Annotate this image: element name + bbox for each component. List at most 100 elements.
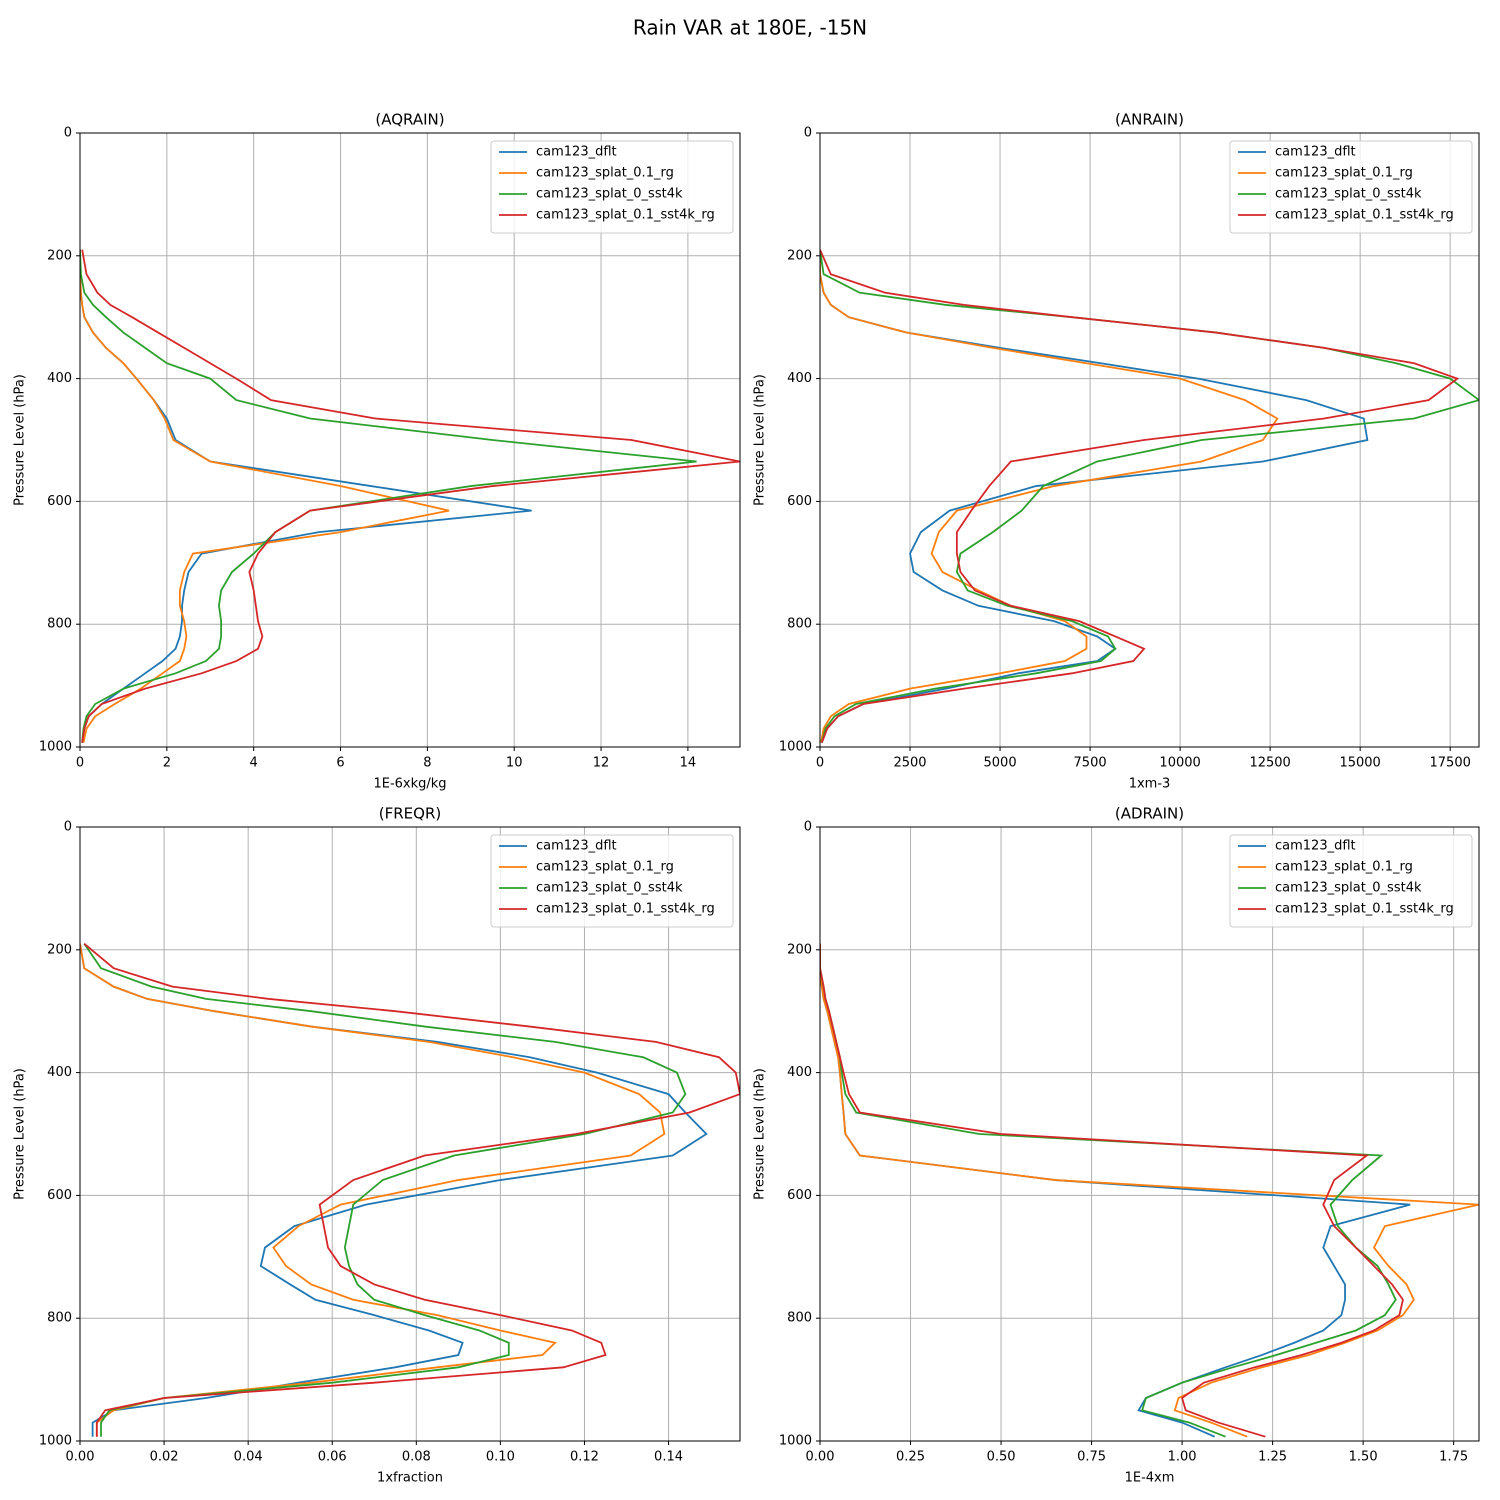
- x-axis-label: 1xfraction: [377, 1471, 443, 1486]
- y-axis-label: Pressure Level (hPa): [13, 1068, 28, 1200]
- x-tick-label: 0.04: [234, 1450, 263, 1465]
- x-tick-label: 15000: [1339, 756, 1380, 771]
- y-tick-label: 200: [787, 248, 812, 263]
- series-line: [820, 943, 1479, 1438]
- x-tick-label: 0.12: [570, 1450, 599, 1465]
- subplot: 0 2 4 6 8 10 12 14 0 200 400 600 800 1000 (AQRAIN) 1E-6…: [13, 111, 741, 792]
- legend-label: cam123_dflt: [1275, 839, 1356, 854]
- y-axis-label: Pressure Level (hPa): [753, 1068, 768, 1200]
- plot-frame: [819, 132, 1480, 748]
- subplot: 0 2500 5000 7500 10000 12500 15000 17500 0 200 400…: [753, 111, 1480, 792]
- x-axis-label: 1E-4xm: [1125, 1471, 1175, 1486]
- x-tick-label: 2: [163, 756, 171, 771]
- x-axis-label: 1E-6xkg/kg: [373, 777, 446, 792]
- legend-label: cam123_splat_0.1_rg: [1275, 166, 1413, 181]
- y-tick-label: 200: [787, 942, 812, 957]
- x-tick-label: 10000: [1159, 756, 1200, 771]
- series-line: [81, 249, 740, 743]
- legend-label: cam123_splat_0.1_rg: [536, 860, 674, 875]
- x-tick-label: 8: [423, 756, 431, 771]
- y-tick-label: 1000: [779, 740, 812, 755]
- x-tick-label: 4: [250, 756, 258, 771]
- legend: cam123_dflt cam123_splat_0.1_rg cam123_spl…: [490, 834, 734, 928]
- legend-label: cam123_splat_0_sst4k: [536, 881, 683, 896]
- x-tick-label: 1.25: [1258, 1450, 1287, 1465]
- x-tick-label: 0: [816, 756, 824, 771]
- legend-label: cam123_splat_0_sst4k: [536, 187, 683, 202]
- y-axis-label: Pressure Level (hPa): [13, 374, 28, 506]
- y-tick-label: 0: [64, 126, 72, 141]
- series-line: [80, 943, 666, 1437]
- y-tick-label: 400: [787, 1065, 812, 1080]
- x-tick-label: 0.25: [896, 1450, 925, 1465]
- x-tick-label: 0.06: [318, 1450, 347, 1465]
- subplot-title: (AQRAIN): [375, 111, 444, 129]
- x-tick-label: 0.10: [486, 1450, 515, 1465]
- figure-title: Rain VAR at 180E, -15N: [633, 16, 867, 40]
- x-tick-label: 1.00: [1168, 1450, 1197, 1465]
- x-tick-label: 0.50: [987, 1450, 1016, 1465]
- plot-frame: [79, 826, 741, 1442]
- plot-frame: [79, 132, 741, 748]
- series-line: [83, 943, 687, 1437]
- y-tick-label: 1000: [39, 1434, 72, 1449]
- legend: cam123_dflt cam123_splat_0.1_rg cam123_spl…: [1229, 834, 1473, 928]
- legend-box: [1229, 834, 1473, 928]
- legend-label: cam123_splat_0_sst4k: [1275, 187, 1422, 202]
- x-tick-label: 5000: [984, 756, 1017, 771]
- plot-frame: [819, 826, 1480, 1442]
- y-tick-label: 800: [787, 1311, 812, 1326]
- legend-label: cam123_dflt: [536, 839, 617, 854]
- y-tick-label: 600: [47, 494, 72, 509]
- y-axis-label: Pressure Level (hPa): [753, 374, 768, 506]
- y-tick-label: 800: [47, 1311, 72, 1326]
- y-tick-label: 400: [47, 371, 72, 386]
- y-tick-label: 400: [47, 1065, 72, 1080]
- legend-label: cam123_splat_0.1_sst4k_rg: [1275, 902, 1454, 917]
- x-tick-label: 2500: [893, 756, 926, 771]
- legend-label: cam123_dflt: [1275, 145, 1356, 160]
- series-line: [83, 942, 740, 1437]
- x-tick-label: 0.00: [66, 1450, 95, 1465]
- y-tick-label: 400: [787, 371, 812, 386]
- legend-label: cam123_splat_0.1_sst4k_rg: [1275, 208, 1454, 223]
- y-tick-label: 800: [47, 617, 72, 632]
- legend-box: [490, 834, 734, 928]
- x-tick-label: 0.14: [654, 1450, 683, 1465]
- x-tick-label: 1.50: [1349, 1450, 1378, 1465]
- legend-box: [490, 140, 734, 234]
- y-tick-label: 600: [787, 1188, 812, 1203]
- x-axis-label: 1xm-3: [1129, 777, 1171, 792]
- y-tick-label: 200: [47, 248, 72, 263]
- series-line: [820, 249, 1460, 744]
- y-tick-label: 200: [47, 942, 72, 957]
- x-tick-label: 6: [336, 756, 344, 771]
- y-tick-label: 0: [804, 820, 812, 835]
- series-line: [820, 943, 1404, 1438]
- y-tick-label: 600: [47, 1188, 72, 1203]
- x-tick-label: 1.75: [1439, 1450, 1468, 1465]
- series-line: [80, 249, 450, 743]
- y-tick-label: 1000: [779, 1434, 812, 1449]
- subplot-title: (FREQR): [379, 805, 441, 823]
- x-tick-label: 0.00: [806, 1450, 835, 1465]
- legend-label: cam123_splat_0.1_sst4k_rg: [536, 902, 715, 917]
- subplot: 0.00 0.02 0.04 0.06 0.08 0.10 0.12 0.14 0 200 400 6…: [13, 805, 741, 1486]
- legend-label: cam123_splat_0.1_rg: [1275, 860, 1413, 875]
- legend-label: cam123_dflt: [536, 145, 617, 160]
- legend-label: cam123_splat_0.1_rg: [536, 166, 674, 181]
- x-tick-label: 17500: [1430, 756, 1471, 771]
- legend-label: cam123_splat_0.1_sst4k_rg: [536, 208, 715, 223]
- legend-label: cam123_splat_0_sst4k: [1275, 881, 1422, 896]
- x-tick-label: 0.75: [1077, 1450, 1106, 1465]
- subplot-title: (ADRAIN): [1115, 805, 1184, 823]
- x-tick-label: 0.08: [402, 1450, 431, 1465]
- legend: cam123_dflt cam123_splat_0.1_rg cam123_spl…: [1229, 140, 1473, 234]
- x-tick-label: 0.02: [150, 1450, 179, 1465]
- x-tick-label: 12: [593, 756, 610, 771]
- x-tick-label: 7500: [1074, 756, 1107, 771]
- y-tick-label: 0: [64, 820, 72, 835]
- subplot-title: (ANRAIN): [1115, 111, 1184, 129]
- y-tick-label: 800: [787, 617, 812, 632]
